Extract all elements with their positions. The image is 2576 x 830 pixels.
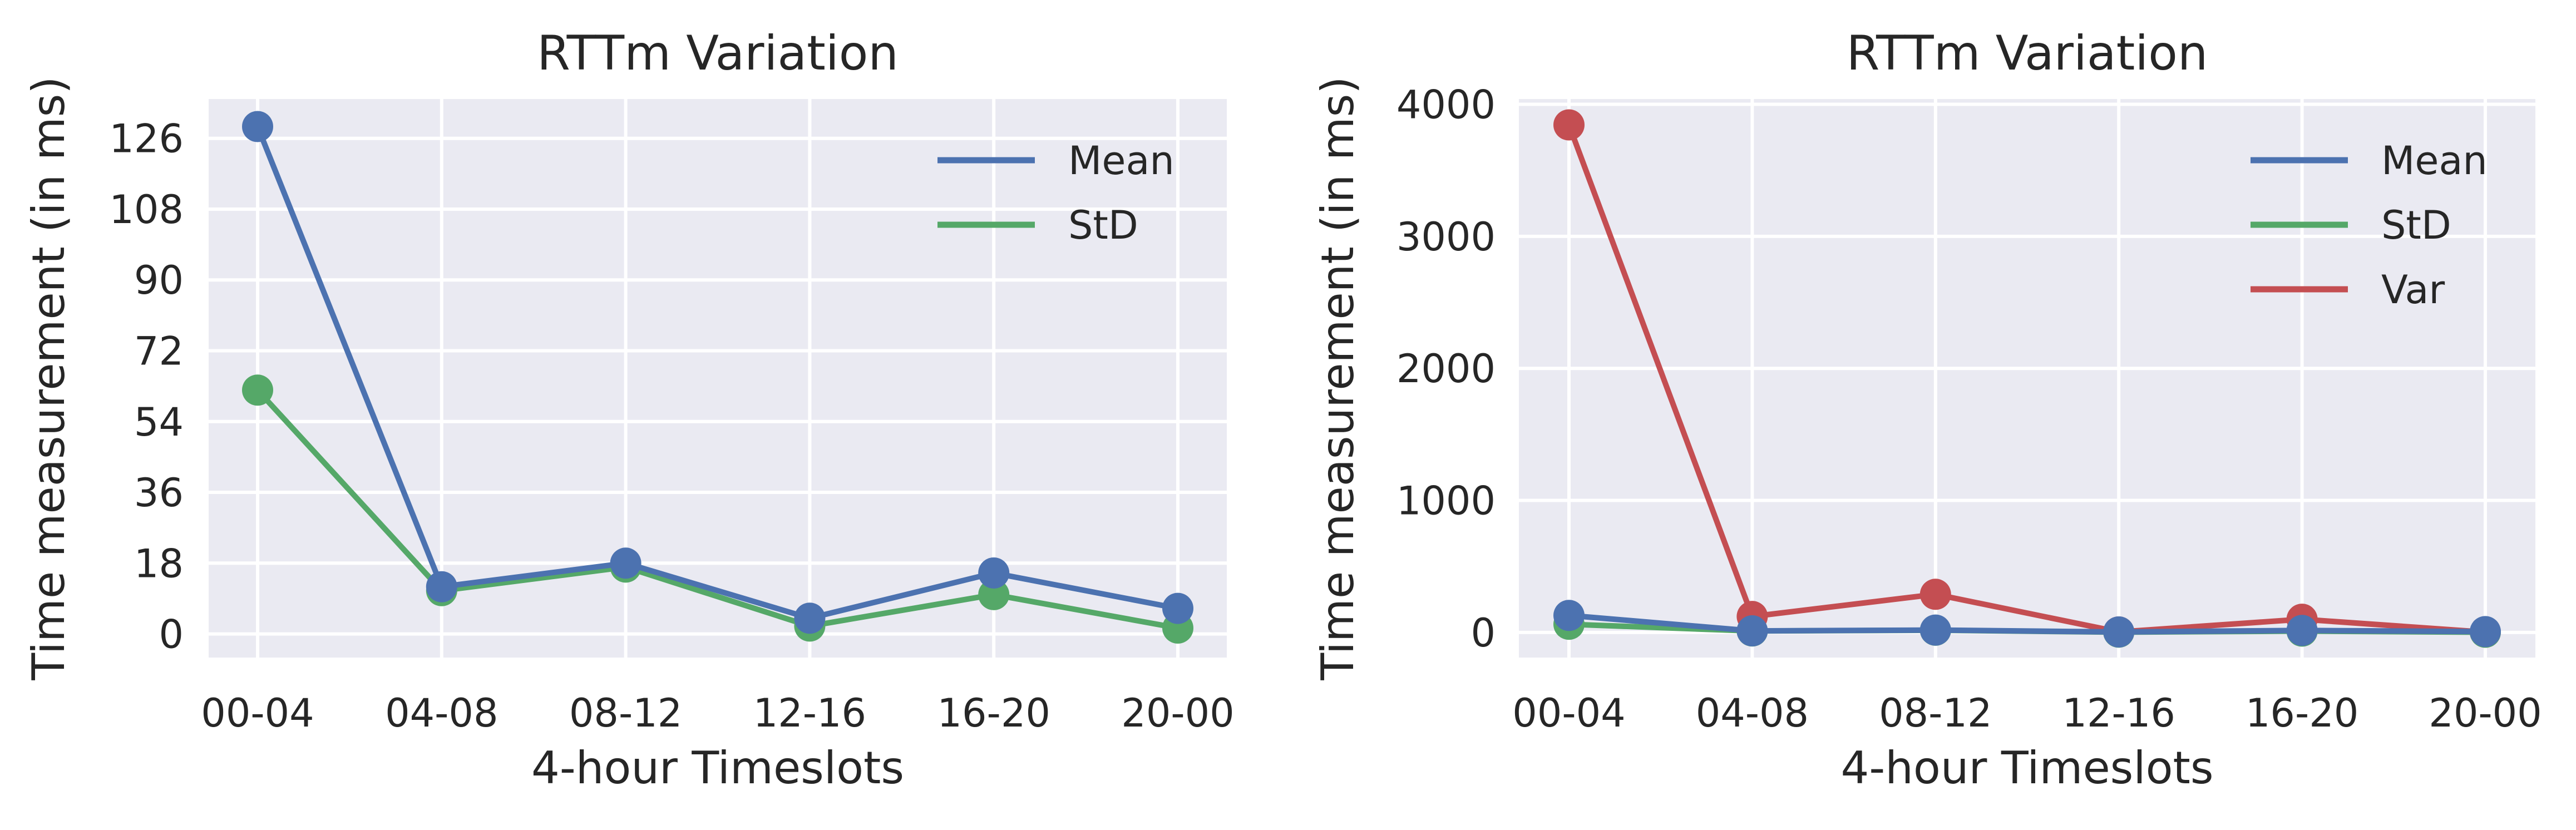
x-tick-label: 16-20 (937, 690, 1050, 736)
y-axis-label: Time measurement (in ms) (23, 76, 75, 680)
series-mean (1553, 600, 2501, 648)
chart-1: RTTm Variation 00-04 04-08 08-12 12-16 16-20 2… (23, 26, 1235, 794)
data-point (978, 557, 1010, 589)
chart-title: RTTm Variation (537, 26, 899, 81)
y-tick-label: 108 (109, 187, 184, 233)
data-point (242, 111, 273, 142)
series-line (1566, 612, 2488, 635)
data-point (1553, 600, 1585, 631)
legend-label: Var (2381, 267, 2445, 313)
y-tick-label: 0 (159, 612, 184, 658)
x-tick-label: 04-08 (385, 690, 498, 736)
data-point (2103, 616, 2135, 648)
plot-area (1519, 99, 2535, 658)
y-axis-label: Time measurement (in ms) (1312, 76, 1364, 680)
series-line (255, 123, 1181, 621)
x-tick-label: 20-00 (2429, 690, 2542, 736)
data-point (610, 547, 641, 579)
y-tick-label: 3000 (1396, 214, 1496, 260)
series-mean (242, 111, 1193, 634)
y-tick-label: 4000 (1396, 82, 1496, 127)
data-point (1553, 109, 1585, 141)
x-tick-label: 20-00 (1121, 690, 1234, 736)
x-tick-label: 12-16 (2062, 690, 2175, 736)
legend: Mean StD Var (2251, 138, 2488, 313)
y-tick-label: 2000 (1396, 346, 1496, 392)
y-tick-label: 90 (134, 258, 184, 303)
x-tick-label: 12-16 (753, 690, 866, 736)
data-point (2470, 616, 2501, 648)
data-point (2286, 615, 2318, 646)
x-tick-label: 04-08 (1696, 690, 1809, 736)
series-line (1566, 122, 2488, 635)
y-tick-label: 126 (109, 116, 184, 162)
legend-label: StD (1068, 202, 1138, 248)
legend-label: Mean (2381, 138, 2488, 184)
y-tick-label: 36 (134, 470, 184, 516)
data-point (1919, 614, 1951, 646)
data-point (794, 602, 826, 634)
x-axis-label: 4-hour Timeslots (531, 742, 904, 794)
x-tick-label: 08-12 (569, 690, 682, 736)
series-line (255, 387, 1181, 631)
y-tick-label: 54 (134, 399, 184, 445)
data-point (242, 374, 273, 406)
legend-label: Mean (1068, 138, 1175, 184)
chart-title: RTTm Variation (1847, 26, 2208, 81)
x-tick-label: 00-04 (1512, 690, 1625, 736)
legend-label: StD (2381, 202, 2451, 248)
data-point (426, 571, 457, 602)
data-point (978, 579, 1010, 610)
y-tick-label: 0 (1470, 610, 1496, 656)
x-tick-label: 08-12 (1879, 690, 1992, 736)
y-tick-label: 1000 (1396, 478, 1496, 524)
data-point (1162, 592, 1193, 624)
y-tick-label: 72 (134, 329, 184, 374)
data-point (1919, 579, 1951, 610)
x-axis-label: 4-hour Timeslots (1840, 742, 2213, 794)
legend: Mean StD (937, 138, 1175, 248)
y-tick-label: 18 (134, 541, 184, 586)
chart-2: RTTm Variation 00-04 04-08 08-12 12-16 16-20 2… (1312, 26, 2542, 794)
x-tick-label: 16-20 (2246, 690, 2358, 736)
data-point (1736, 615, 1768, 647)
x-tick-label: 00-04 (201, 690, 314, 736)
